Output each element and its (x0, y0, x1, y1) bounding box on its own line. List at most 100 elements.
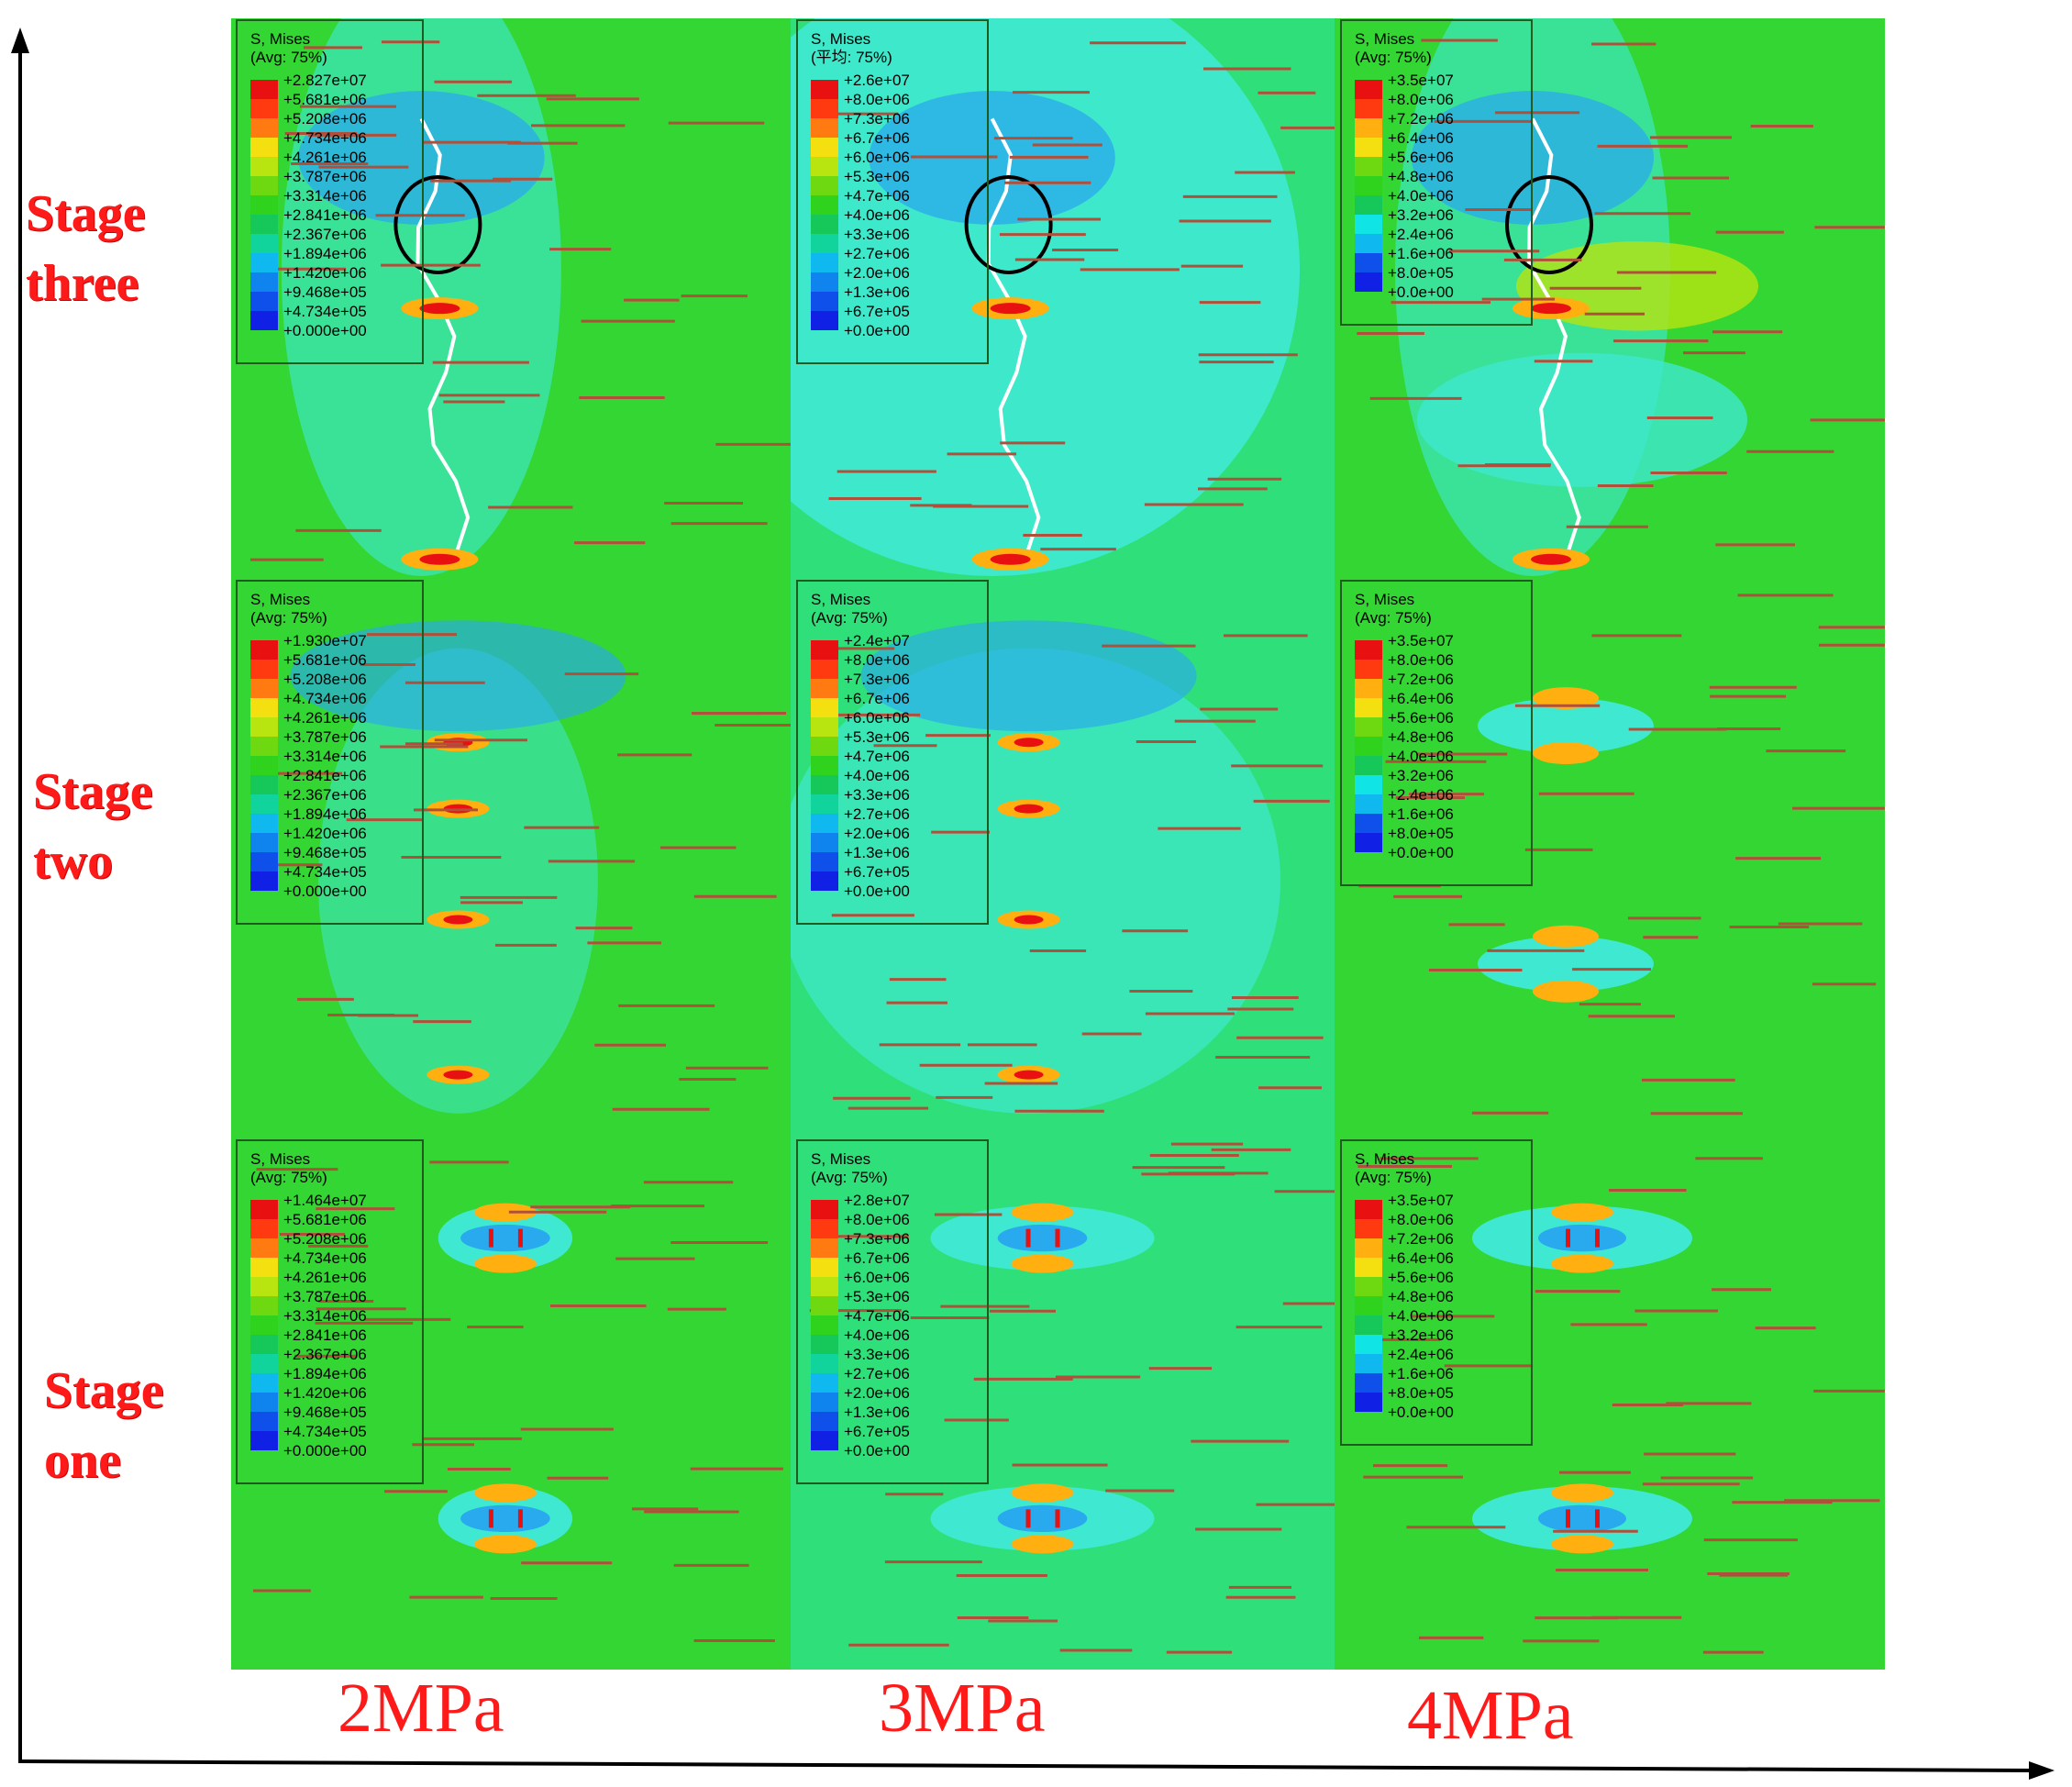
crack-tip-stress (1551, 1535, 1613, 1554)
column-label-2mpa: 2MPa (338, 1670, 504, 1747)
legend-swatch (1355, 660, 1382, 679)
legend-swatch (811, 756, 838, 775)
legend-swatch (250, 794, 278, 814)
legend-value: +7.3e+06 (844, 110, 910, 128)
legend-value: +1.420e+06 (283, 825, 367, 842)
legend-title: S, Mises (811, 30, 871, 48)
legend-value: +3.787e+06 (283, 1288, 367, 1305)
legend-value: +0.0e+00 (844, 1442, 910, 1460)
crack-tip-stress (1533, 742, 1599, 765)
legend-value: +6.7e+05 (844, 863, 910, 881)
legend-value: +2.367e+06 (283, 226, 367, 243)
column-label-3mpa: 3MPa (879, 1670, 1046, 1747)
legend-value: +5.681e+06 (283, 1211, 367, 1228)
legend-swatch (811, 138, 838, 157)
low-stress-core (298, 91, 545, 225)
legend-swatch (811, 253, 838, 272)
legend-value: +6.4e+06 (1388, 1249, 1454, 1267)
pre-existing-flaw (1025, 1228, 1031, 1248)
legend-value: +3.5e+07 (1388, 1192, 1454, 1209)
legend-value: +1.3e+06 (844, 844, 910, 861)
legend-swatch (250, 679, 278, 698)
legend-swatch (811, 292, 838, 311)
legend-swatch (1355, 1335, 1382, 1354)
legend-value: +8.0e+05 (1388, 825, 1454, 842)
legend-value: +1.3e+06 (844, 1404, 910, 1421)
highlight-circle (1505, 174, 1593, 274)
crack-tip-stress-core (1014, 1070, 1044, 1080)
legend-swatch (1355, 1219, 1382, 1238)
legend-value: +4.0e+06 (844, 767, 910, 784)
legend-swatch (250, 1315, 278, 1335)
legend-value: +2.4e+06 (1388, 226, 1454, 243)
legend-value: +7.3e+06 (844, 1230, 910, 1248)
propagated-crack (416, 117, 471, 555)
low-stress-core (460, 1224, 550, 1252)
crack-tip-stress (1011, 1535, 1074, 1554)
legend-swatch (1355, 215, 1382, 234)
legend-swatch (1355, 717, 1382, 737)
legend-swatch (811, 215, 838, 234)
legend-swatch (250, 737, 278, 756)
legend-value: +6.4e+06 (1388, 129, 1454, 147)
legend-swatch (811, 1412, 838, 1431)
legend-swatch (1355, 814, 1382, 833)
legend-swatch (1355, 99, 1382, 118)
legend-swatch (1355, 737, 1382, 756)
low-stress-core (860, 620, 1197, 732)
crack-tip-stress-core (990, 303, 1031, 315)
legend-swatch (250, 775, 278, 794)
legend-swatch (811, 157, 838, 176)
legend-swatch (250, 833, 278, 852)
legend-value: +5.3e+06 (844, 728, 910, 746)
legend-swatch (250, 176, 278, 195)
legend-value: +4.8e+06 (1388, 1288, 1454, 1305)
legend-value: +4.734e+06 (283, 1249, 367, 1267)
legend-swatch (250, 138, 278, 157)
legend-swatch (811, 871, 838, 891)
legend-value: +4.7e+06 (844, 748, 910, 765)
legend-value: +0.000e+00 (283, 1442, 367, 1460)
pre-existing-flaw (488, 1509, 493, 1528)
low-stress-zone (1417, 352, 1747, 487)
legend-value: +3.314e+06 (283, 1307, 367, 1325)
legend-swatch (811, 794, 838, 814)
legend-value: +5.208e+06 (283, 1230, 367, 1248)
legend-swatch (1355, 640, 1382, 660)
colorbar-legend-3mpa-stage-two: S, Mises (Avg: 75%) +2.4e+07 +8.0e+06 +7.3e+… (796, 580, 989, 925)
colorbar-legend-4mpa-stage-three: S, Mises (Avg: 75%) +3.5e+07 +8.0e+06 +7.2e+… (1340, 19, 1533, 326)
legend-swatch (811, 1393, 838, 1412)
colorbar-legend-3mpa-stage-three: S, Mises (平均: 75%) +2.6e+07 +8.0e+06 +7.3e+0… (796, 19, 989, 364)
contour-panel-3mpa-stage-one (791, 1130, 1350, 1670)
legend-value: +6.0e+06 (844, 1269, 910, 1286)
crack-tip-stress-core (1014, 738, 1044, 748)
legend-value: +6.0e+06 (844, 149, 910, 166)
legend-swatch (250, 234, 278, 253)
legend-value: +2.4e+06 (1388, 786, 1454, 804)
legend-swatch (811, 1277, 838, 1296)
legend-value: +1.3e+06 (844, 283, 910, 301)
crack-tip-stress-core (1014, 915, 1044, 925)
legend-value: +3.3e+06 (844, 786, 910, 804)
legend-swatch (1355, 272, 1382, 292)
low-stress-core (1412, 91, 1654, 225)
legend-value: +4.261e+06 (283, 709, 367, 727)
legend-value: +4.0e+06 (844, 206, 910, 224)
legend-swatch (250, 871, 278, 891)
contour-panel-2mpa-stage-one (231, 1130, 791, 1670)
legend-value: +2.367e+06 (283, 1346, 367, 1363)
legend-swatch (811, 80, 838, 99)
legend-swatch (250, 640, 278, 660)
crack-tip-stress (1551, 1483, 1613, 1503)
legend-swatch (1355, 1296, 1382, 1315)
legend-value: +2.841e+06 (283, 1326, 367, 1344)
colorbar-legend-2mpa-stage-two: S, Mises (Avg: 75%) +1.930e+07 +5.681e+06 +5… (236, 580, 424, 925)
crack-tip-stress-core (419, 303, 460, 315)
legend-swatch (811, 833, 838, 852)
legend-swatch (811, 99, 838, 118)
legend-averaging: (Avg: 75%) (811, 1169, 888, 1186)
legend-value: +4.734e+06 (283, 690, 367, 707)
legend-value: +5.6e+06 (1388, 1269, 1454, 1286)
contour-panel-4mpa-stage-two (1335, 576, 1885, 1130)
